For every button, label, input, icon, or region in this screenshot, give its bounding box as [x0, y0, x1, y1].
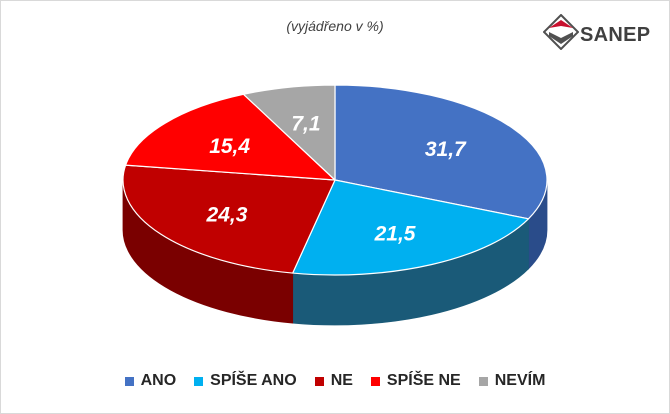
legend-swatch — [194, 376, 204, 386]
legend-label: NEVÍM — [494, 372, 546, 389]
legend-label: ANO — [140, 372, 177, 389]
pie-slice-sp-e-ano — [292, 179, 530, 276]
legend-item: NE — [314, 372, 353, 390]
data-label-nev-m: 7,1 — [291, 113, 320, 136]
pie-slice-sp-e-ne — [125, 93, 336, 181]
legend-item: SPÍŠE ANO — [194, 372, 297, 390]
legend-item: ANO — [124, 372, 177, 390]
legend-swatch — [124, 376, 134, 386]
legend-swatch — [370, 376, 380, 386]
chart-legend: ANO SPÍŠE ANO NE SPÍŠE NE NEVÍM — [0, 372, 670, 390]
legend-swatch — [314, 376, 324, 386]
data-label-ano: 31,7 — [425, 138, 467, 161]
logo-text: SANEP — [580, 24, 651, 46]
data-label-sp-e-ne: 15,4 — [209, 135, 250, 158]
legend-swatch — [478, 376, 488, 386]
sanep-logo-icon — [543, 14, 579, 50]
pie-slice-ne — [122, 164, 336, 274]
legend-label: NE — [330, 372, 353, 389]
pie-slice-ano — [334, 84, 548, 220]
data-label-sp-e-ano: 21,5 — [374, 222, 416, 245]
data-label-ne: 24,3 — [206, 204, 248, 227]
legend-label: SPÍŠE NE — [386, 372, 461, 389]
legend-label: SPÍŠE ANO — [210, 372, 297, 389]
sanep-logo: SANEP — [543, 14, 661, 54]
pie-slice-nev-m — [242, 84, 336, 181]
legend-item: SPÍŠE NE — [370, 372, 461, 390]
chart-subtitle: (vyjádřeno v %) — [286, 18, 384, 34]
legend-item: NEVÍM — [478, 372, 546, 390]
